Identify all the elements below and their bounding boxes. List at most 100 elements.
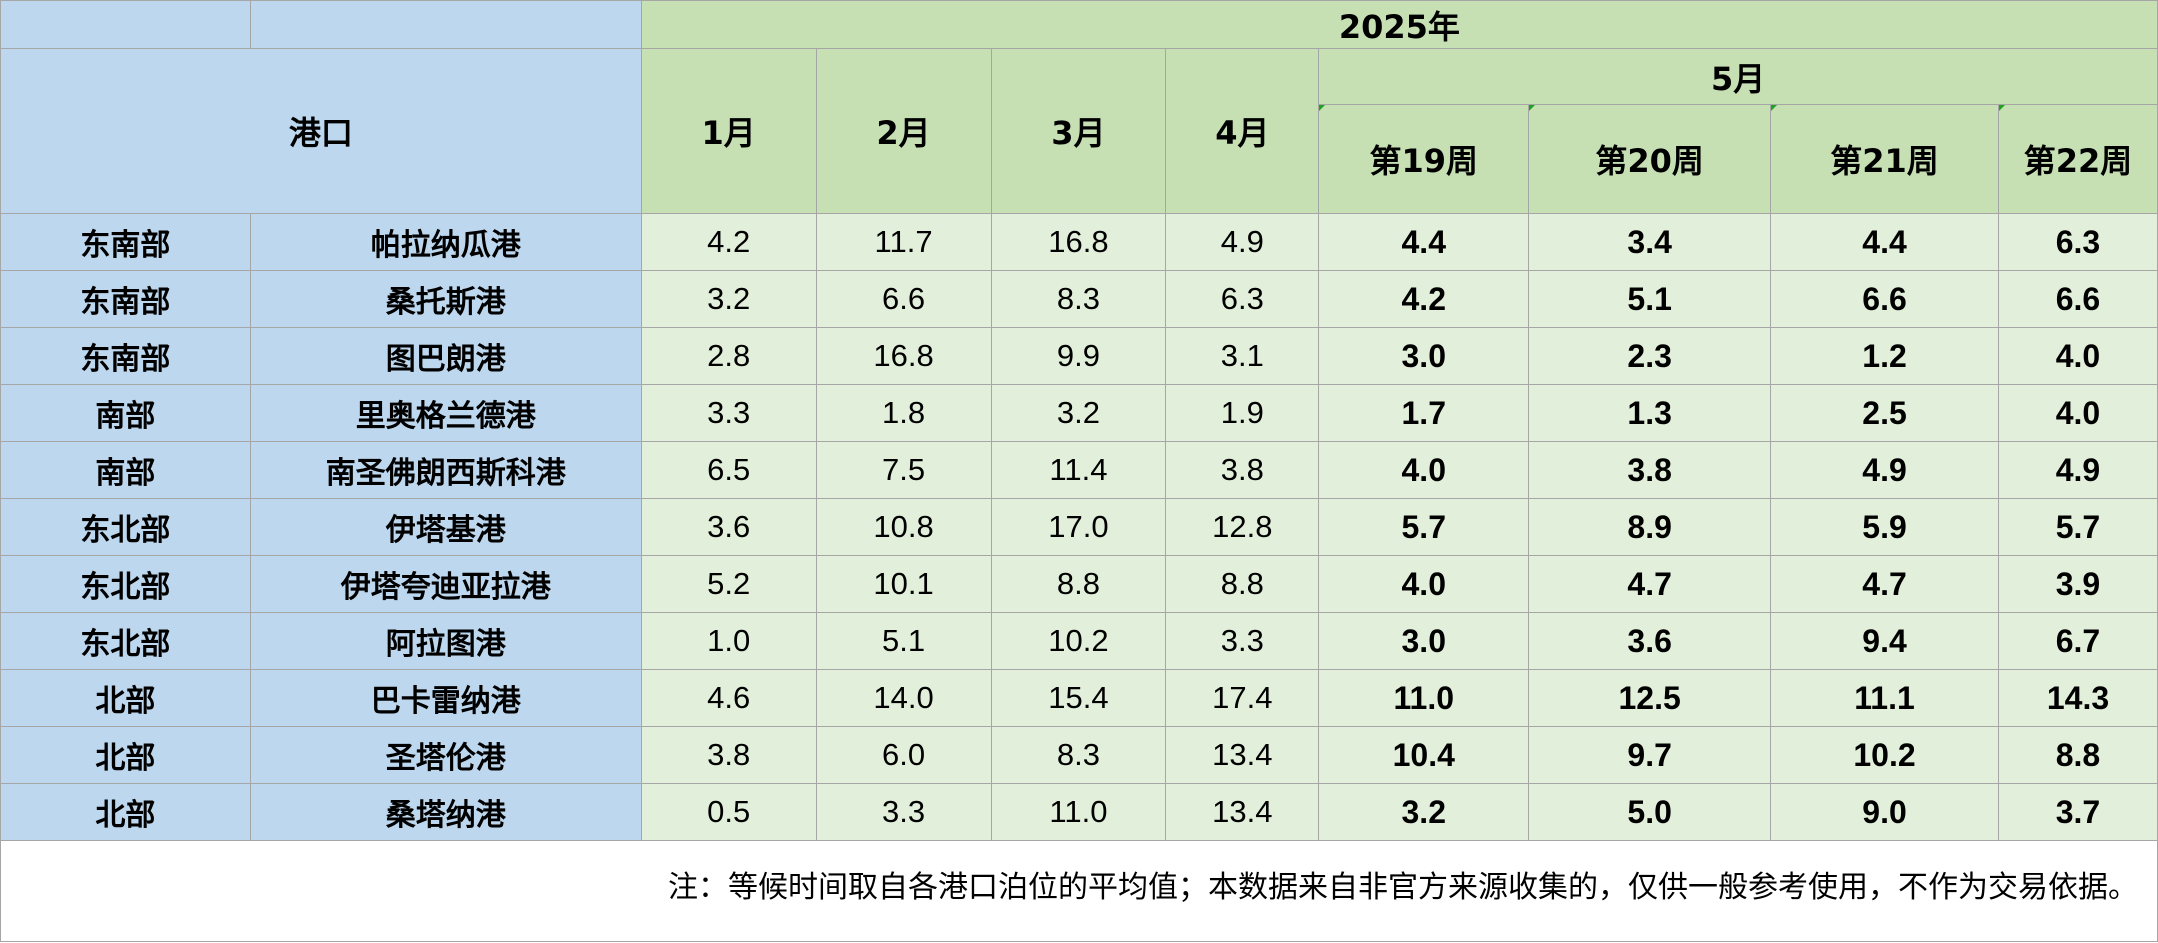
week-value-cell: 3.0 bbox=[1318, 612, 1530, 670]
table-row: 东北部 伊塔夸迪亚拉港 5.2 10.1 8.8 8.8 4.0 4.7 4.7 3.9 bbox=[0, 555, 2158, 613]
month-value-cell: 1.8 bbox=[815, 384, 992, 442]
week-header: 第22周 bbox=[1997, 104, 2158, 214]
month-value-cell: 11.0 bbox=[990, 783, 1167, 841]
table-row: 南部 里奥格兰德港 3.3 1.8 3.2 1.9 1.7 1.3 2.5 4.0 bbox=[0, 384, 2158, 442]
month-value-cell: 6.0 bbox=[815, 726, 992, 784]
month-value-cell: 4.9 bbox=[1165, 213, 1320, 271]
month-value-cell: 10.2 bbox=[990, 612, 1167, 670]
footnote: 注：等候时间取自各港口泊位的平均值；本数据来自非官方来源收集的，仅供一般参考使用… bbox=[668, 870, 2138, 905]
week-value-cell: 4.9 bbox=[1770, 441, 1999, 499]
month-value-cell: 5.1 bbox=[815, 612, 992, 670]
month-value-cell: 8.3 bbox=[990, 270, 1167, 328]
month-value-cell: 1.9 bbox=[1165, 384, 1320, 442]
month-value-cell: 8.3 bbox=[990, 726, 1167, 784]
table-row: 北部 桑塔纳港 0.5 3.3 11.0 13.4 3.2 5.0 9.0 3.7 bbox=[0, 783, 2158, 841]
month-value-cell: 9.9 bbox=[990, 327, 1167, 385]
month-value-cell: 17.4 bbox=[1165, 669, 1320, 727]
port-name-cell: 圣塔伦港 bbox=[249, 726, 642, 784]
month-value-cell: 16.8 bbox=[815, 327, 992, 385]
week-value-cell: 8.8 bbox=[1997, 726, 2158, 784]
port-name-cell: 桑塔纳港 bbox=[249, 783, 642, 841]
month-value-cell: 8.8 bbox=[1165, 555, 1320, 613]
week-value-cell: 9.0 bbox=[1770, 783, 1999, 841]
month-value-cell: 3.3 bbox=[640, 384, 817, 442]
month-value-cell: 1.0 bbox=[640, 612, 817, 670]
week-value-cell: 6.6 bbox=[1997, 270, 2158, 328]
week-value-cell: 3.6 bbox=[1528, 612, 1772, 670]
month-value-cell: 8.8 bbox=[990, 555, 1167, 613]
region-cell: 东南部 bbox=[0, 270, 251, 328]
week-value-cell: 3.2 bbox=[1318, 783, 1530, 841]
region-cell: 东南部 bbox=[0, 213, 251, 271]
week-value-cell: 5.0 bbox=[1528, 783, 1772, 841]
week-value-cell: 4.0 bbox=[1997, 384, 2158, 442]
header-blank-1 bbox=[0, 0, 251, 49]
table-header: 2025年 港口 1月 2月 3月 4月 5月 第19周 第20周 第21周 第… bbox=[0, 0, 2158, 214]
table-row: 北部 巴卡雷纳港 4.6 14.0 15.4 17.4 11.0 12.5 11.1 14.3 bbox=[0, 669, 2158, 727]
table-row: 东北部 伊塔基港 3.6 10.8 17.0 12.8 5.7 8.9 5.9 5.7 bbox=[0, 498, 2158, 556]
week-value-cell: 3.9 bbox=[1997, 555, 2158, 613]
week-value-cell: 6.7 bbox=[1997, 612, 2158, 670]
table-row: 东南部 帕拉纳瓜港 4.2 11.7 16.8 4.9 4.4 3.4 4.4 6.3 bbox=[0, 213, 2158, 271]
month-value-cell: 4.6 bbox=[640, 669, 817, 727]
header-blank-2 bbox=[249, 0, 642, 49]
week-value-cell: 9.4 bbox=[1770, 612, 1999, 670]
month-value-cell: 3.3 bbox=[815, 783, 992, 841]
month-header: 2月 bbox=[815, 48, 992, 214]
port-name-cell: 帕拉纳瓜港 bbox=[249, 213, 642, 271]
week-value-cell: 4.0 bbox=[1318, 555, 1530, 613]
week-value-cell: 4.4 bbox=[1318, 213, 1530, 271]
week-value-cell: 1.2 bbox=[1770, 327, 1999, 385]
month-value-cell: 3.1 bbox=[1165, 327, 1320, 385]
region-cell: 北部 bbox=[0, 669, 251, 727]
port-name-cell: 图巴朗港 bbox=[249, 327, 642, 385]
port-name-cell: 桑托斯港 bbox=[249, 270, 642, 328]
region-cell: 北部 bbox=[0, 783, 251, 841]
month-value-cell: 5.2 bbox=[640, 555, 817, 613]
region-cell: 南部 bbox=[0, 441, 251, 499]
month-value-cell: 15.4 bbox=[990, 669, 1167, 727]
week-value-cell: 2.5 bbox=[1770, 384, 1999, 442]
month-value-cell: 13.4 bbox=[1165, 726, 1320, 784]
region-cell: 南部 bbox=[0, 384, 251, 442]
week-value-cell: 5.1 bbox=[1528, 270, 1772, 328]
month-value-cell: 3.8 bbox=[1165, 441, 1320, 499]
month-value-cell: 3.6 bbox=[640, 498, 817, 556]
month-value-cell: 10.8 bbox=[815, 498, 992, 556]
month-value-cell: 3.3 bbox=[1165, 612, 1320, 670]
table-row: 东北部 阿拉图港 1.0 5.1 10.2 3.3 3.0 3.6 9.4 6.7 bbox=[0, 612, 2158, 670]
week-value-cell: 11.1 bbox=[1770, 669, 1999, 727]
table-row: 东南部 桑托斯港 3.2 6.6 8.3 6.3 4.2 5.1 6.6 6.6 bbox=[0, 270, 2158, 328]
week-value-cell: 5.7 bbox=[1318, 498, 1530, 556]
month-value-cell: 10.1 bbox=[815, 555, 992, 613]
week-value-cell: 3.8 bbox=[1528, 441, 1772, 499]
region-cell: 东北部 bbox=[0, 555, 251, 613]
month-value-cell: 6.3 bbox=[1165, 270, 1320, 328]
port-name-cell: 阿拉图港 bbox=[249, 612, 642, 670]
week-value-cell: 12.5 bbox=[1528, 669, 1772, 727]
port-wait-table: 2025年 港口 1月 2月 3月 4月 5月 第19周 第20周 第21周 第… bbox=[0, 0, 2158, 841]
week-header: 第19周 bbox=[1318, 104, 1530, 214]
week-value-cell: 3.0 bbox=[1318, 327, 1530, 385]
week-value-cell: 4.4 bbox=[1770, 213, 1999, 271]
month-value-cell: 0.5 bbox=[640, 783, 817, 841]
week-value-cell: 3.7 bbox=[1997, 783, 2158, 841]
port-name-cell: 南圣佛朗西斯科港 bbox=[249, 441, 642, 499]
table-row: 南部 南圣佛朗西斯科港 6.5 7.5 11.4 3.8 4.0 3.8 4.9 4.9 bbox=[0, 441, 2158, 499]
week-value-cell: 8.9 bbox=[1528, 498, 1772, 556]
month-value-cell: 3.2 bbox=[640, 270, 817, 328]
week-value-cell: 11.0 bbox=[1318, 669, 1530, 727]
week-value-cell: 3.4 bbox=[1528, 213, 1772, 271]
may-header: 5月 bbox=[1318, 48, 2158, 105]
port-name-cell: 巴卡雷纳港 bbox=[249, 669, 642, 727]
month-value-cell: 11.4 bbox=[990, 441, 1167, 499]
week-value-cell: 4.2 bbox=[1318, 270, 1530, 328]
month-value-cell: 2.8 bbox=[640, 327, 817, 385]
month-value-cell: 11.7 bbox=[815, 213, 992, 271]
month-header: 1月 bbox=[640, 48, 817, 214]
month-value-cell: 16.8 bbox=[990, 213, 1167, 271]
week-value-cell: 10.4 bbox=[1318, 726, 1530, 784]
month-value-cell: 3.8 bbox=[640, 726, 817, 784]
month-value-cell: 6.6 bbox=[815, 270, 992, 328]
month-value-cell: 14.0 bbox=[815, 669, 992, 727]
